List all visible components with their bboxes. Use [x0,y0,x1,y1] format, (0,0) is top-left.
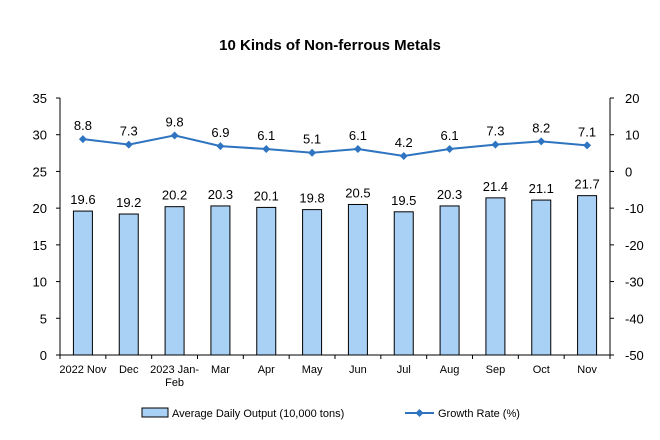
y-right-tick-label: -20 [625,238,644,253]
line-data-label: 6.1 [257,128,275,143]
x-tick-label: Mar [211,364,230,376]
y-left-tick-label: 25 [33,164,47,179]
bar [118,213,139,356]
y-left-tick-label: 5 [40,311,47,326]
x-tick-label: May [302,364,323,376]
bar-data-label: 21.7 [574,177,599,192]
bar [72,210,93,356]
line-data-label: 4.2 [395,135,413,150]
line-point [308,148,317,157]
x-tick-label: Dec [119,364,139,376]
line-point [78,135,87,144]
x-tick-label: Feb [165,377,184,389]
labels-layer: 19.6 19.2 20.2 20.3 20.1 19.8 20.5 19.5 20.3 21.4… [70,114,599,210]
bar [164,206,185,356]
line-point [170,131,179,140]
line-point [124,140,133,149]
line-layer [78,131,592,161]
y-right-tick-label: 20 [625,91,639,106]
bar-data-label: 21.1 [529,181,554,196]
line-point [262,145,271,154]
line-point [583,141,592,150]
line-point [537,137,546,146]
y-left-tick-label: 15 [33,238,47,253]
bar [485,197,506,356]
y-right-tick-label: -30 [625,275,644,290]
line-data-label: 7.3 [120,124,138,139]
bar-data-label: 19.8 [299,191,324,206]
line-data-label: 6.9 [211,125,229,140]
growth-line [82,134,588,158]
x-tick-label: Oct [533,364,550,376]
line-point [216,142,225,151]
legend-line-label: Growth Rate (%) [438,408,520,420]
y-left-tick-label: 20 [33,201,47,216]
line-data-label: 6.1 [349,128,367,143]
x-tick-label: Jun [349,364,367,376]
bar [210,205,231,356]
bar-data-label: 20.2 [162,188,187,203]
x-tick-label: Aug [440,364,460,376]
x-tick-label: 2022 Nov [59,364,107,376]
bar-data-label: 19.6 [70,192,95,207]
y-left-tick-label: 10 [33,275,47,290]
bar-data-label: 19.2 [116,195,141,210]
legend-bar-label: Average Daily Output (10,000 tons) [172,408,344,420]
legend: Average Daily Output (10,000 tons) Growth… [141,407,520,420]
x-tick-label: Nov [577,364,597,376]
bar-data-label: 19.5 [391,193,416,208]
y-left-tick-label: 35 [33,91,47,106]
x-tick-label: Apr [258,364,275,376]
y-right-tick-label: -40 [625,311,644,326]
bar [302,209,323,356]
bar [577,195,598,356]
chart-title: 10 Kinds of Non-ferrous Metals [219,37,441,54]
bar-data-label: 20.3 [208,187,233,202]
line-data-label: 5.1 [303,132,321,147]
bar [393,211,414,356]
bar [347,203,368,356]
line-data-label: 8.8 [74,118,92,133]
legend-line-marker [415,409,424,417]
line-point [353,145,362,154]
legend-bar-swatch [141,407,169,418]
x-tick-label: 2023 Jan- [150,364,199,376]
line-point [491,140,500,149]
bars-layer [72,195,598,356]
line-data-label: 7.1 [578,124,596,139]
y-right-tick-label: -50 [625,348,644,363]
bar [256,206,277,356]
bar-data-label: 20.1 [254,188,279,203]
y-right-tick-label: 10 [625,128,639,143]
bar-data-label: 20.3 [437,187,462,202]
line-point [445,145,454,154]
y-right-tick-label: 0 [625,164,632,179]
line-data-label: 7.3 [486,124,504,139]
bar-data-label: 21.4 [483,179,508,194]
line-point [399,152,408,161]
bar [439,205,460,356]
bar [531,199,552,356]
bar-data-label: 20.5 [345,185,370,200]
line-data-label: 6.1 [441,128,459,143]
axes-layer: 0 5 10 15 20 25 30 35 -50 -40 -30 -20 -10 0 10 20 2022 N… [33,91,644,389]
y-left-tick-label: 30 [33,128,47,143]
x-tick-label: Jul [397,364,411,376]
x-tick-label: Sep [486,364,506,376]
y-left-tick-label: 0 [40,348,47,363]
line-data-label: 9.8 [166,114,184,129]
line-data-label: 8.2 [532,120,550,135]
y-right-tick-label: -10 [625,201,644,216]
